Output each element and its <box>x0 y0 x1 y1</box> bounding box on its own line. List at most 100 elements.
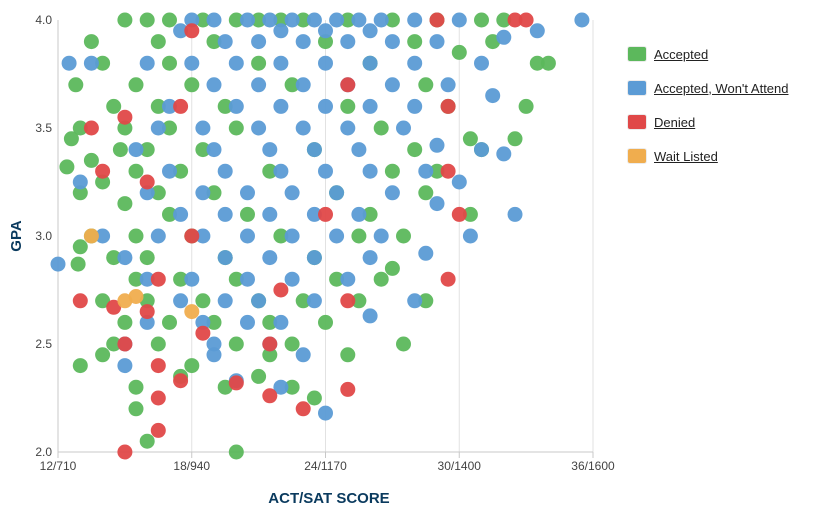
point-denied <box>440 98 456 114</box>
point-accepted <box>284 379 300 395</box>
point-accepted-won-t-attend <box>362 55 378 71</box>
legend-item-denied[interactable]: Denied <box>628 105 789 139</box>
point-accepted <box>228 444 244 460</box>
point-accepted-won-t-attend <box>362 23 378 39</box>
point-accepted <box>112 142 128 158</box>
point-accepted <box>72 120 88 136</box>
point-accepted <box>284 77 300 93</box>
point-accepted <box>262 347 278 363</box>
point-accepted <box>117 196 133 212</box>
point-accepted <box>251 55 267 71</box>
legend-item-accepted[interactable]: Accepted <box>628 37 789 71</box>
legend-swatch <box>628 149 646 163</box>
point-accepted <box>474 12 489 28</box>
point-accepted-won-t-attend <box>474 142 489 158</box>
legend: Accepted Accepted, Won't Attend Denied W… <box>628 37 789 173</box>
legend-item-wait-listed[interactable]: Wait Listed <box>628 139 789 173</box>
point-accepted <box>139 250 155 266</box>
point-accepted-won-t-attend <box>485 88 501 104</box>
y-tick-label: 2.0 <box>35 445 52 459</box>
point-denied <box>440 271 456 287</box>
point-accepted-won-t-attend <box>117 358 133 374</box>
point-accepted <box>262 163 278 179</box>
point-denied <box>340 293 356 309</box>
point-accepted <box>295 293 311 309</box>
point-accepted-won-t-attend <box>351 12 367 28</box>
y-axis-title: GPA <box>8 220 25 252</box>
point-denied <box>440 163 456 179</box>
x-tick-label: 24/1170 <box>304 459 347 473</box>
point-accepted-won-t-attend <box>418 245 434 261</box>
point-accepted-won-t-attend <box>306 12 322 28</box>
point-accepted <box>206 185 222 201</box>
point-accepted <box>340 98 356 114</box>
point-accepted-won-t-attend <box>240 228 255 244</box>
point-accepted-won-t-attend <box>407 293 423 309</box>
point-accepted <box>117 12 133 28</box>
point-accepted <box>518 98 534 114</box>
point-denied <box>150 271 166 287</box>
point-denied <box>150 390 166 406</box>
point-accepted <box>195 142 211 158</box>
legend-label: Denied <box>654 114 696 130</box>
point-accepted-won-t-attend <box>440 77 456 93</box>
point-accepted <box>384 163 400 179</box>
point-denied <box>117 444 133 460</box>
point-accepted <box>306 390 322 406</box>
point-accepted-won-t-attend <box>340 120 356 136</box>
point-accepted-won-t-attend <box>407 55 423 71</box>
point-denied <box>150 358 166 374</box>
point-accepted <box>540 55 556 71</box>
point-denied <box>117 109 133 125</box>
point-denied <box>139 174 155 190</box>
point-accepted <box>262 314 278 330</box>
point-accepted-won-t-attend <box>195 314 211 330</box>
point-accepted <box>195 12 211 28</box>
legend-item-accepted-wont-attend[interactable]: Accepted, Won't Attend <box>628 71 789 105</box>
point-accepted <box>195 293 211 309</box>
point-denied <box>262 336 278 352</box>
point-denied <box>173 373 189 389</box>
point-accepted <box>240 206 255 222</box>
point-accepted-won-t-attend <box>306 142 322 158</box>
point-accepted <box>318 34 333 50</box>
legend-swatch <box>628 81 646 95</box>
point-accepted <box>496 12 512 28</box>
point-accepted <box>95 347 111 363</box>
point-accepted-won-t-attend <box>217 250 233 266</box>
data-points <box>50 12 590 460</box>
point-accepted <box>59 159 75 175</box>
point-denied <box>262 388 278 404</box>
point-accepted <box>106 250 122 266</box>
point-accepted <box>173 271 189 287</box>
point-accepted-won-t-attend <box>128 142 144 158</box>
point-accepted <box>206 34 222 50</box>
point-accepted <box>162 12 177 28</box>
point-accepted <box>106 98 122 114</box>
point-accepted-won-t-attend <box>351 206 367 222</box>
point-accepted-won-t-attend <box>284 271 300 287</box>
legend-swatch <box>628 47 646 61</box>
point-accepted-won-t-attend <box>217 34 233 50</box>
point-accepted <box>373 120 389 136</box>
point-accepted <box>72 358 88 374</box>
point-accepted-won-t-attend <box>195 228 211 244</box>
point-accepted <box>429 163 445 179</box>
point-accepted <box>128 401 144 417</box>
point-accepted <box>95 293 111 309</box>
point-accepted-won-t-attend <box>150 228 166 244</box>
point-accepted-won-t-attend <box>217 206 233 222</box>
point-accepted <box>162 55 177 71</box>
point-accepted <box>139 433 155 449</box>
point-accepted <box>273 12 289 28</box>
point-accepted-won-t-attend <box>362 163 378 179</box>
point-accepted-won-t-attend <box>262 12 278 28</box>
point-accepted-won-t-attend <box>173 206 189 222</box>
point-accepted <box>451 44 467 60</box>
point-accepted-won-t-attend <box>273 163 289 179</box>
point-accepted-won-t-attend <box>184 12 200 28</box>
point-accepted-won-t-attend <box>228 98 244 114</box>
point-accepted-won-t-attend <box>228 55 244 71</box>
point-accepted-won-t-attend <box>396 120 411 136</box>
